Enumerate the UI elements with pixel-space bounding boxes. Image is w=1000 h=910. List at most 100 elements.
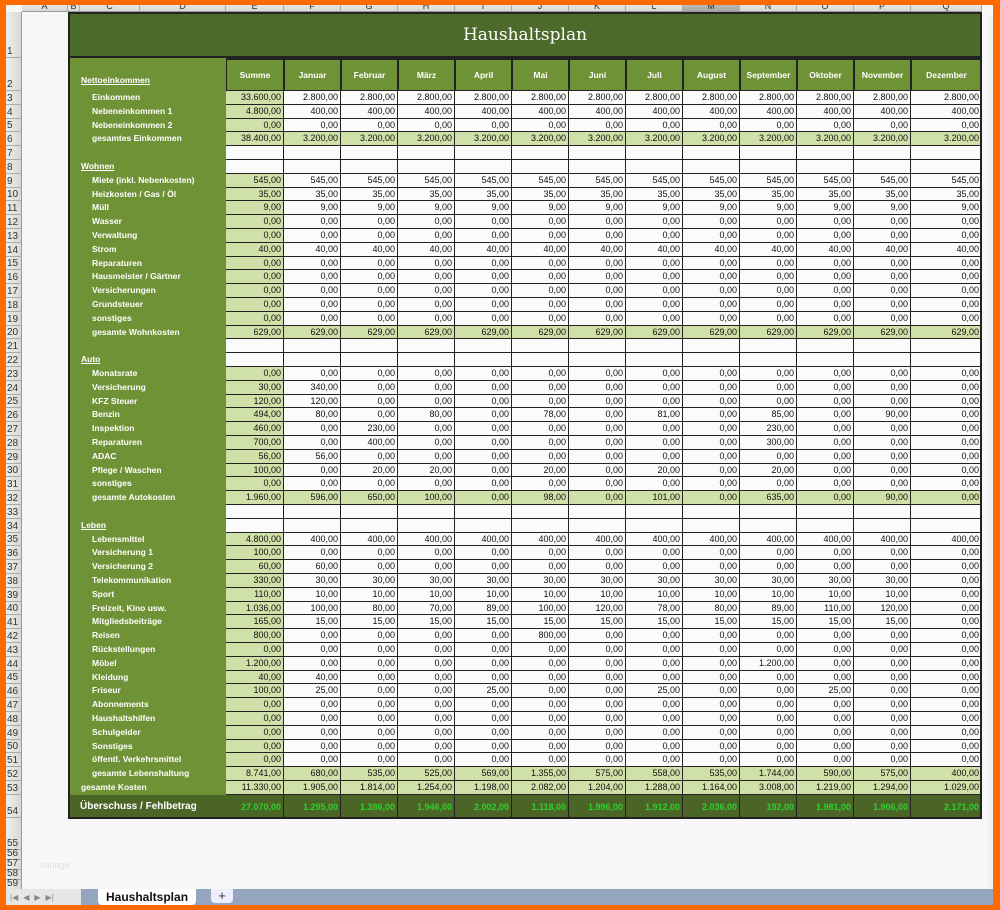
value-cell[interactable]: 0,00 <box>854 311 911 326</box>
value-cell[interactable]: 0,00 <box>740 684 797 699</box>
value-cell[interactable]: 0,00 <box>626 449 683 464</box>
empty-cell[interactable] <box>284 353 341 367</box>
empty-cell[interactable] <box>455 353 512 367</box>
value-cell[interactable]: 0,00 <box>512 367 569 381</box>
value-cell[interactable]: 0,00 <box>226 643 284 657</box>
value-cell[interactable]: 1.254,00 <box>398 781 455 795</box>
row-header-25[interactable]: 25 <box>6 394 22 409</box>
value-cell[interactable]: 0,00 <box>911 712 982 726</box>
empty-cell[interactable] <box>512 505 569 519</box>
value-cell[interactable]: 230,00 <box>740 422 797 436</box>
column-header-b[interactable]: B <box>68 5 80 12</box>
value-cell[interactable]: 400,00 <box>740 532 797 547</box>
value-cell[interactable]: 545,00 <box>854 173 911 188</box>
value-cell[interactable]: 100,00 <box>226 546 284 561</box>
value-cell[interactable]: 1.294,00 <box>854 781 911 795</box>
value-cell[interactable]: 0,00 <box>740 739 797 754</box>
value-cell[interactable]: 0,00 <box>854 725 911 740</box>
value-cell[interactable]: 0,00 <box>854 463 911 478</box>
value-cell[interactable]: 0,00 <box>512 215 569 229</box>
value-cell[interactable]: 78,00 <box>626 601 683 616</box>
value-cell[interactable]: 0,00 <box>284 422 341 436</box>
value-cell[interactable]: 0,00 <box>569 311 626 326</box>
value-cell[interactable]: 0,00 <box>226 725 284 740</box>
value-cell[interactable]: 0,00 <box>797 463 854 478</box>
value-cell[interactable]: 35,00 <box>626 187 683 202</box>
value-cell[interactable]: 0,00 <box>683 284 740 298</box>
value-cell[interactable]: 0,00 <box>740 670 797 685</box>
value-cell[interactable]: 0,00 <box>398 643 455 657</box>
value-cell[interactable]: 0,00 <box>797 449 854 464</box>
value-cell[interactable]: 0,00 <box>569 380 626 395</box>
value-cell[interactable]: 575,00 <box>854 767 911 781</box>
value-cell[interactable]: 0,00 <box>911 298 982 312</box>
value-cell[interactable]: 3.008,00 <box>740 781 797 795</box>
value-cell[interactable]: 629,00 <box>398 325 455 340</box>
empty-cell[interactable] <box>226 505 284 519</box>
value-cell[interactable]: 2.800,00 <box>911 91 982 105</box>
value-cell[interactable]: 30,00 <box>854 574 911 588</box>
value-cell[interactable]: 0,00 <box>683 367 740 381</box>
add-sheet-button[interactable]: + <box>211 889 233 903</box>
value-cell[interactable]: 81,00 <box>626 408 683 423</box>
value-cell[interactable]: 40,00 <box>226 242 284 257</box>
value-cell[interactable]: 545,00 <box>911 173 982 188</box>
value-cell[interactable]: 680,00 <box>284 767 341 781</box>
value-cell[interactable]: 0,00 <box>341 256 398 271</box>
empty-cell[interactable] <box>626 505 683 519</box>
value-cell[interactable]: 0,00 <box>341 311 398 326</box>
value-cell[interactable]: 2.800,00 <box>398 91 455 105</box>
row-header-20[interactable]: 20 <box>6 325 22 340</box>
value-cell[interactable]: 0,00 <box>455 311 512 326</box>
value-cell[interactable]: 0,00 <box>911 491 982 505</box>
empty-cell[interactable] <box>398 505 455 519</box>
value-cell[interactable]: 0,00 <box>626 656 683 671</box>
value-cell[interactable]: 0,00 <box>569 656 626 671</box>
row-header-24[interactable]: 24 <box>6 380 22 395</box>
value-cell[interactable]: 0,00 <box>455 725 512 740</box>
value-cell[interactable]: 0,00 <box>341 670 398 685</box>
value-cell[interactable]: 9,00 <box>683 201 740 216</box>
value-cell[interactable]: 0,00 <box>854 449 911 464</box>
empty-cell[interactable] <box>854 518 911 533</box>
value-cell[interactable]: 0,00 <box>341 629 398 643</box>
row-header-53[interactable]: 53 <box>6 781 22 795</box>
value-cell[interactable]: 0,00 <box>512 712 569 726</box>
empty-cell[interactable] <box>854 160 911 174</box>
empty-cell[interactable] <box>683 160 740 174</box>
value-cell[interactable]: 2.800,00 <box>512 91 569 105</box>
row-header-35[interactable]: 35 <box>6 532 22 547</box>
value-cell[interactable]: 0,00 <box>455 408 512 423</box>
value-cell[interactable]: 0,00 <box>683 311 740 326</box>
row-header-14[interactable]: 14 <box>6 242 22 257</box>
empty-cell[interactable] <box>398 160 455 174</box>
row-header-6[interactable]: 6 <box>6 132 22 147</box>
value-cell[interactable]: 0,00 <box>398 422 455 436</box>
value-cell[interactable]: 629,00 <box>284 325 341 340</box>
value-cell[interactable]: 0,00 <box>683 215 740 229</box>
value-cell[interactable]: 0,00 <box>740 560 797 574</box>
row-header-17[interactable]: 17 <box>6 284 22 298</box>
value-cell[interactable]: 0,00 <box>284 118 341 133</box>
row-header-28[interactable]: 28 <box>6 436 22 450</box>
value-cell[interactable]: 0,00 <box>797 477 854 492</box>
value-cell[interactable]: 0,00 <box>626 698 683 712</box>
value-cell[interactable]: 0,00 <box>398 118 455 133</box>
value-cell[interactable]: 0,00 <box>911 587 982 602</box>
value-cell[interactable]: 9,00 <box>569 201 626 216</box>
value-cell[interactable]: 1.905,00 <box>284 781 341 795</box>
empty-cell[interactable] <box>284 518 341 533</box>
value-cell[interactable]: 0,00 <box>797 656 854 671</box>
empty-cell[interactable] <box>512 353 569 367</box>
result-cell[interactable]: 1.946,00 <box>398 795 455 818</box>
value-cell[interactable]: 0,00 <box>569 698 626 712</box>
value-cell[interactable]: 100,00 <box>512 601 569 616</box>
value-cell[interactable]: 0,00 <box>398 311 455 326</box>
empty-cell[interactable] <box>512 518 569 533</box>
value-cell[interactable]: 0,00 <box>683 422 740 436</box>
value-cell[interactable]: 30,00 <box>683 574 740 588</box>
row-header-18[interactable]: 18 <box>6 298 22 312</box>
row-header-39[interactable]: 39 <box>6 587 22 602</box>
value-cell[interactable]: 0,00 <box>569 753 626 768</box>
value-cell[interactable]: 40,00 <box>740 242 797 257</box>
